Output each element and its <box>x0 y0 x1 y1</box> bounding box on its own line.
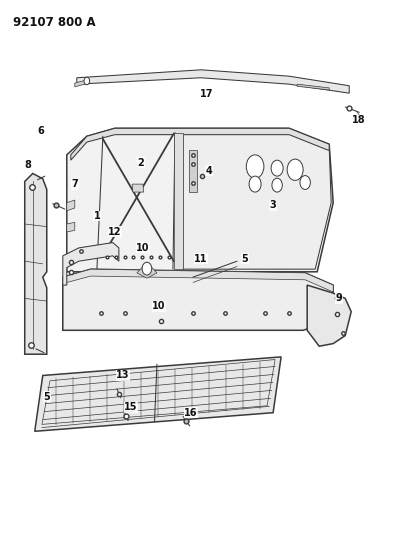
Text: 16: 16 <box>184 408 197 418</box>
Text: 11: 11 <box>194 254 207 263</box>
Polygon shape <box>67 200 75 211</box>
Text: 5: 5 <box>241 254 248 263</box>
Polygon shape <box>63 269 332 330</box>
Text: 9: 9 <box>335 293 342 303</box>
Text: 8: 8 <box>24 160 31 171</box>
Polygon shape <box>25 173 47 354</box>
Circle shape <box>286 159 302 180</box>
Polygon shape <box>132 184 143 192</box>
Circle shape <box>142 262 151 275</box>
Text: 12: 12 <box>108 227 122 237</box>
Circle shape <box>249 176 260 192</box>
Text: 17: 17 <box>200 88 213 99</box>
Polygon shape <box>71 128 328 160</box>
Text: 15: 15 <box>124 402 137 413</box>
Circle shape <box>246 155 263 178</box>
Text: 2: 2 <box>137 158 144 168</box>
Circle shape <box>270 160 282 176</box>
Text: 13: 13 <box>116 370 129 381</box>
Polygon shape <box>75 80 87 87</box>
Polygon shape <box>67 128 332 272</box>
Polygon shape <box>182 131 330 269</box>
Text: 3: 3 <box>269 200 276 211</box>
Polygon shape <box>67 222 75 232</box>
Text: 4: 4 <box>205 166 212 176</box>
Text: 10: 10 <box>152 301 165 311</box>
Polygon shape <box>63 243 119 285</box>
Polygon shape <box>34 357 280 431</box>
Polygon shape <box>296 84 328 90</box>
Text: 5: 5 <box>43 392 50 402</box>
Polygon shape <box>188 150 196 192</box>
Text: 1: 1 <box>93 211 100 221</box>
Polygon shape <box>306 285 350 346</box>
Circle shape <box>271 178 282 192</box>
Circle shape <box>84 77 89 85</box>
Polygon shape <box>137 262 156 278</box>
Circle shape <box>299 175 310 189</box>
Text: 6: 6 <box>37 126 44 136</box>
Polygon shape <box>63 269 332 292</box>
Polygon shape <box>173 133 182 269</box>
Text: 10: 10 <box>136 243 149 253</box>
Polygon shape <box>77 70 348 93</box>
Text: 92107 800 A: 92107 800 A <box>13 15 95 29</box>
Text: 18: 18 <box>352 115 365 125</box>
Text: 7: 7 <box>71 179 78 189</box>
